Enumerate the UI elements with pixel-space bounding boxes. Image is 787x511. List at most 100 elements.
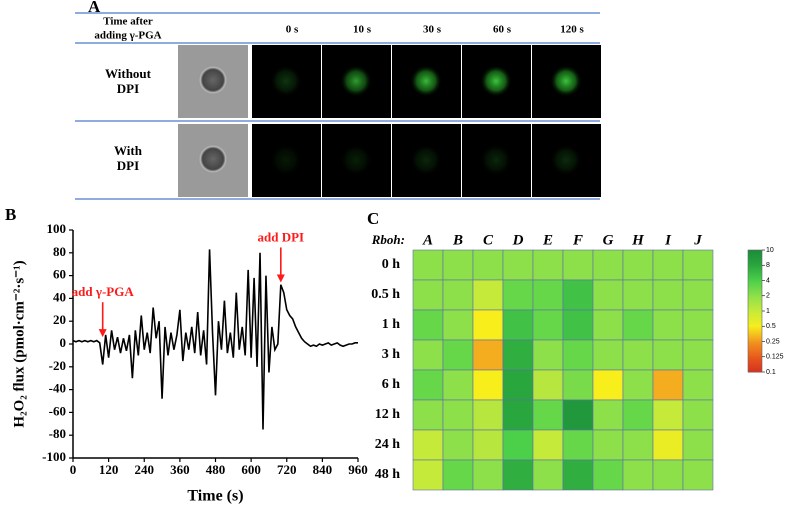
- x-tick-label: 240: [135, 462, 155, 477]
- colorbar-label: 8: [766, 262, 770, 269]
- panel-label: A: [88, 0, 101, 16]
- row-label: 24 h: [375, 437, 401, 452]
- colorbar-segment: [748, 280, 762, 297]
- y-tick-label: -100: [42, 449, 66, 464]
- heatmap-cell: [472, 249, 504, 281]
- fluorescence: [550, 65, 582, 97]
- x-axis-label: Time (s): [187, 488, 243, 505]
- heatmap-cell: [532, 399, 564, 431]
- heatmap-cell: [502, 249, 534, 281]
- heatmap-cell: [562, 399, 594, 431]
- heatmap-cell: [562, 459, 594, 491]
- y-tick-label: 20: [53, 312, 66, 327]
- x-tick-label: 120: [99, 462, 119, 477]
- data-line: [72, 249, 358, 430]
- heatmap-cell: [502, 399, 534, 431]
- heatmap-cell: [622, 309, 654, 341]
- heatmap-cell: [442, 459, 474, 491]
- column-label: B: [452, 232, 463, 248]
- y-tick-label: -20: [49, 358, 66, 373]
- x-tick-label: 720: [277, 462, 297, 477]
- heatmap-cell: [532, 459, 564, 491]
- fluorescence: [340, 144, 372, 176]
- column-label: H: [631, 232, 645, 248]
- heatmap-cell: [622, 369, 654, 401]
- column-label: A: [422, 232, 433, 248]
- heatmap-cell: [412, 249, 444, 281]
- column-label: C: [483, 232, 494, 248]
- row-label: 0 h: [382, 257, 401, 272]
- column-label: F: [572, 232, 583, 248]
- colorbar-segment: [748, 250, 762, 266]
- axis-label: Rboh:: [371, 232, 405, 247]
- row-label: 1 h: [382, 317, 401, 332]
- fluorescence: [410, 144, 442, 176]
- fluorescence: [410, 65, 442, 97]
- y-tick-label: -80: [49, 426, 66, 441]
- heatmap-cell: [652, 339, 684, 371]
- heatmap-cell: [592, 369, 624, 401]
- y-tick-label: 100: [47, 221, 67, 236]
- heatmap-cell: [592, 339, 624, 371]
- heatmap-cell: [502, 459, 534, 491]
- fluorescence: [340, 65, 372, 97]
- y-tick-label: 60: [53, 267, 66, 282]
- row-label: 6 h: [382, 377, 401, 392]
- cell: [198, 65, 228, 95]
- colorbar-label: 10: [766, 247, 774, 254]
- header: Time after: [103, 16, 153, 28]
- panel-label: B: [5, 205, 16, 224]
- colorbar-label: 0.125: [766, 354, 784, 361]
- column-label: J: [693, 232, 702, 248]
- time-label: 120 s: [560, 24, 584, 36]
- heatmap-cell: [682, 369, 714, 401]
- heatmap-cell: [682, 459, 714, 491]
- y-tick-label: 40: [53, 289, 66, 304]
- x-tick-label: 360: [170, 462, 190, 477]
- fluorescence: [270, 65, 302, 97]
- heatmap-cell: [502, 369, 534, 401]
- heatmap-cell: [412, 339, 444, 371]
- fluorescence: [480, 65, 512, 97]
- colorbar-segment: [748, 295, 762, 312]
- heatmap-cell: [532, 279, 564, 311]
- heatmap-cell: [532, 339, 564, 371]
- heatmap-cell: [562, 279, 594, 311]
- heatmap-cell: [472, 399, 504, 431]
- heatmap-cell: [562, 369, 594, 401]
- heatmap-cell: [442, 339, 474, 371]
- heatmap-cell: [442, 399, 474, 431]
- colorbar-segment: [748, 356, 762, 373]
- time-label: 60 s: [493, 24, 512, 36]
- annotation: add γ-PGA: [72, 284, 135, 299]
- heatmap-cell: [472, 279, 504, 311]
- heatmap-cell: [652, 429, 684, 461]
- heatmap-cell: [412, 399, 444, 431]
- colorbar-label: 4: [766, 277, 770, 284]
- heatmap-cell: [622, 399, 654, 431]
- heatmap-cell: [532, 309, 564, 341]
- x-tick-label: 0: [70, 462, 77, 477]
- heatmap-cell: [592, 399, 624, 431]
- time-label: 30 s: [423, 24, 442, 36]
- colorbar-label: 2: [766, 293, 770, 300]
- heatmap-cell: [532, 249, 564, 281]
- row-label: DPI: [117, 158, 139, 173]
- row-label: DPI: [117, 81, 139, 96]
- heatmap-cell: [652, 279, 684, 311]
- heatmap-cell: [502, 429, 534, 461]
- heatmap-cell: [472, 459, 504, 491]
- heatmap-cell: [472, 369, 504, 401]
- y-tick-label: 0: [60, 335, 67, 350]
- heatmap-cell: [652, 369, 684, 401]
- heatmap-cell: [562, 429, 594, 461]
- heatmap-cell: [682, 339, 714, 371]
- colorbar-label: 0.1: [766, 369, 776, 376]
- row-label: Without: [105, 66, 152, 81]
- fluorescence: [270, 144, 302, 176]
- column-label: I: [664, 232, 672, 248]
- heatmap-cell: [472, 339, 504, 371]
- heatmap-cell: [652, 309, 684, 341]
- heatmap-cell: [412, 459, 444, 491]
